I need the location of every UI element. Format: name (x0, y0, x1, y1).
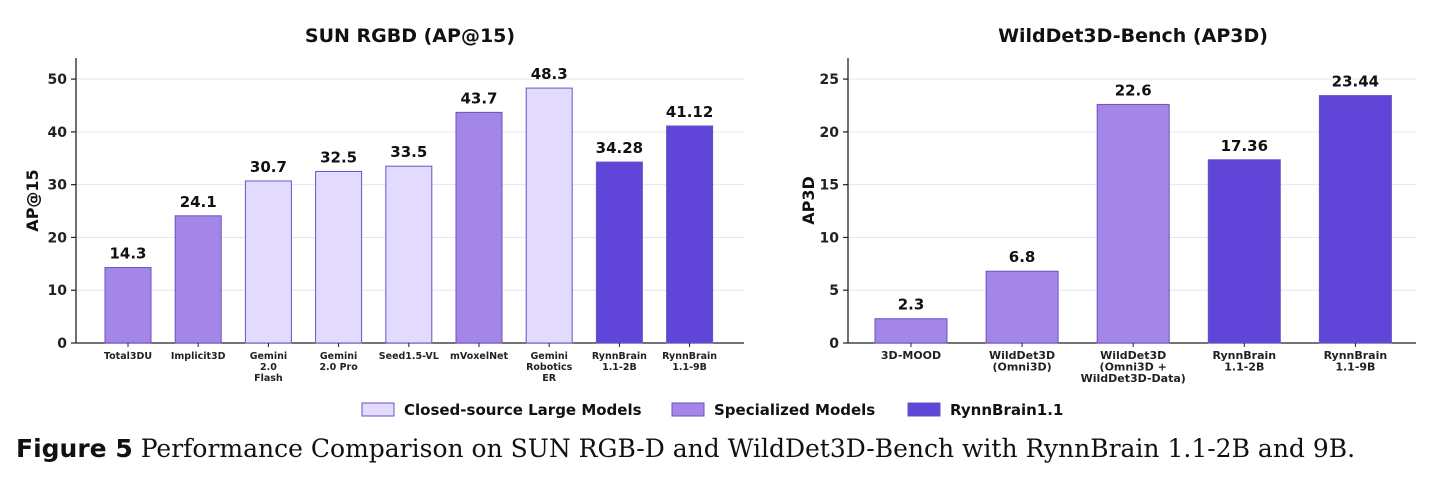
bar-value-label: 43.7 (460, 89, 497, 107)
y-tick-label: 15 (820, 178, 839, 194)
x-tick-label: RynnBrain 1.1-2B (1212, 349, 1276, 374)
legend-label: RynnBrain1.1 (950, 401, 1063, 419)
figure: SUN RGBD (AP@15)AP@150102030405014.3Tota… (23, 25, 1416, 419)
x-tick-label: WildDet3D (Omni3D) (989, 349, 1055, 374)
chart-panel-2: WildDet3D-Bench (AP3D) AP3D 0 5 10 15 20 25 2.3 3… (799, 25, 1416, 385)
bar-value-label: 17.36 (1221, 137, 1268, 155)
chart-title: WildDet3D-Bench (AP3D) (998, 25, 1268, 47)
bar-specialized (874, 318, 948, 344)
bar-specialized (455, 111, 503, 344)
x-tick-label: RynnBrain 1.1-2B (592, 351, 647, 373)
y-axis-label: AP3D (799, 176, 818, 225)
y-axis-label: AP@15 (23, 169, 42, 231)
legend-swatch-specialized (671, 402, 705, 417)
y-tick-label: 40 (48, 125, 68, 141)
x-tick-label: Gemini 2.0 Flash (250, 351, 287, 384)
bar-value-label: 32.5 (320, 148, 357, 166)
y-tick-label: 0 (57, 336, 67, 352)
legend-label: Specialized Models (714, 401, 875, 419)
y-tick-label: 20 (820, 125, 840, 141)
bar-value-label: 30.7 (250, 158, 287, 176)
y-tick-label: 20 (48, 230, 68, 246)
x-tick-label: Implicit3D (171, 351, 226, 362)
bar-value-label: 34.28 (596, 139, 643, 157)
y-tick-label: 25 (820, 72, 839, 88)
bar-closed (525, 87, 573, 344)
bar-value-label: 14.3 (109, 245, 146, 263)
bar-value-label: 48.3 (531, 65, 568, 83)
bar-specialized (174, 215, 222, 344)
bar-specialized (104, 267, 152, 344)
bar-rynn (1207, 159, 1281, 344)
x-tick-label: mVoxelNet (450, 351, 508, 362)
y-tick-label: 5 (829, 283, 839, 299)
chart-title: SUN RGBD (AP@15) (305, 25, 515, 47)
caption-label: Figure 5 (16, 434, 133, 463)
bar-value-label: 33.5 (390, 143, 427, 161)
bar-rynn (666, 125, 714, 344)
chart-panel-1: SUN RGBD (AP@15) AP@15 0 10 20 30 40 50 14.3 Tota… (23, 25, 744, 384)
x-tick-label: 3D-MOOD (881, 349, 941, 362)
figure-caption: Figure 5 Performance Comparison on SUN RG… (16, 434, 1355, 463)
y-tick-label: 50 (48, 72, 68, 88)
bar-value-label: 23.44 (1332, 73, 1379, 91)
x-tick-label: Gemini 2.0 Pro (319, 351, 358, 373)
legend-label: Closed-source Large Models (404, 401, 642, 419)
bar-closed (244, 180, 292, 344)
x-tick-label: Seed1.5-VL (379, 351, 439, 362)
bar-specialized (985, 270, 1059, 344)
legend-swatch-closed (361, 402, 395, 417)
y-tick-label: 30 (48, 178, 68, 194)
bar-rynn (1318, 95, 1392, 344)
bar-value-label: 41.12 (666, 103, 713, 121)
bar-value-label: 2.3 (898, 296, 925, 314)
caption-text: Performance Comparison on SUN RGB-D and … (140, 434, 1356, 463)
x-tick-label: RynnBrain 1.1-9B (662, 351, 717, 373)
bar-value-label: 24.1 (180, 193, 217, 211)
y-tick-label: 10 (820, 230, 840, 246)
x-tick-label: WildDet3D (Omni3D + WildDet3D-Data) (1081, 349, 1186, 385)
x-tick-label: Total3DU (104, 351, 152, 362)
y-tick-label: 0 (829, 336, 839, 352)
y-tick-label: 10 (48, 283, 68, 299)
x-tick-label: Gemini Robotics ER (526, 351, 573, 384)
bar-value-label: 6.8 (1009, 248, 1036, 266)
x-tick-label: RynnBrain 1.1-9B (1324, 349, 1388, 374)
bar-value-label: 22.6 (1115, 81, 1152, 99)
bar-specialized (1096, 103, 1170, 344)
bar-closed (315, 170, 363, 344)
legend: Closed-source Large Models Specialized Mo… (361, 401, 1063, 419)
bar-closed (385, 165, 433, 344)
bar-rynn (595, 161, 643, 344)
legend-swatch-rynn (907, 402, 941, 417)
